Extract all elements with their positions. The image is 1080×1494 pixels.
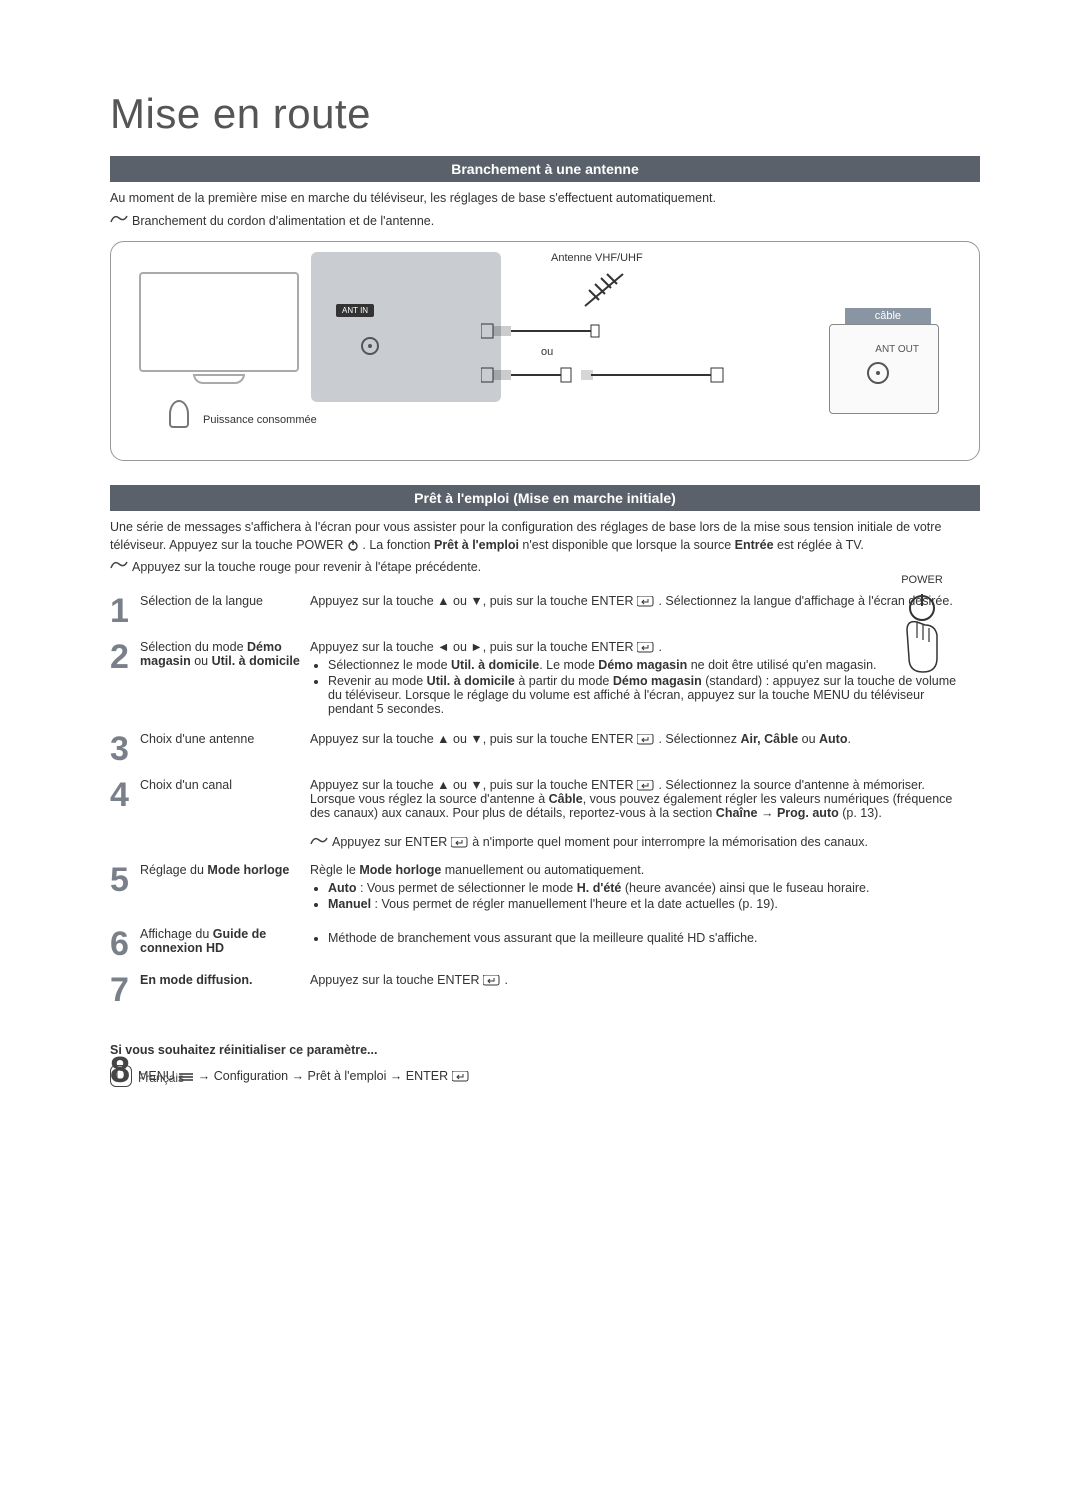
antenna-label: Antenne VHF/UHF: [551, 252, 643, 264]
section1-intro: Au moment de la première mise en marche …: [110, 190, 980, 208]
page-title: Mise en route: [110, 90, 980, 138]
step-desc: Appuyez sur la touche ▲ ou ▼, puis sur l…: [310, 772, 980, 857]
section2-note: Appuyez sur la touche rouge pour revenir…: [110, 558, 980, 578]
step-number: 2: [110, 634, 140, 726]
step-number: 7: [110, 967, 140, 1013]
enter-icon: [637, 780, 655, 791]
page-footer: 8 Français: [110, 1049, 184, 1091]
note-icon: [310, 834, 328, 851]
enter-icon: [452, 1071, 470, 1082]
step-desc: Appuyez sur la touche ENTER .: [310, 967, 980, 1013]
step-title: Affichage du Guide de connexion HD: [140, 921, 310, 967]
step-number: 1: [110, 588, 140, 634]
step-title: En mode diffusion.: [140, 967, 310, 1013]
step-number: 3: [110, 726, 140, 772]
note-icon: [110, 558, 128, 578]
enter-icon: [637, 596, 655, 607]
page-language: Français: [138, 1071, 184, 1085]
reset-heading: Si vous souhaitez réinitialiser ce param…: [110, 1043, 980, 1057]
step-desc: Appuyez sur la touche ▲ ou ▼, puis sur l…: [310, 726, 980, 772]
power-plug-icon: [169, 400, 189, 428]
antenna-icon: [579, 270, 629, 315]
step-number: 4: [110, 772, 140, 857]
enter-icon: [637, 734, 655, 745]
table-row: 2 Sélection du mode Démo magasin ou Util…: [110, 634, 980, 726]
note-icon: [110, 212, 128, 232]
table-row: 1 Sélection de la langue Appuyez sur la …: [110, 588, 980, 634]
table-row: 3 Choix d'une antenne Appuyez sur la tou…: [110, 726, 980, 772]
connector-icon-1: [481, 320, 601, 347]
tv-outline: [139, 272, 299, 372]
table-row: 6 Affichage du Guide de connexion HD Mét…: [110, 921, 980, 967]
step-title: Sélection du mode Démo magasin ou Util. …: [140, 634, 310, 726]
power-button-diagram: POWER: [872, 574, 972, 680]
step-desc: Règle le Mode horloge manuellement ou au…: [310, 857, 980, 921]
table-row: 7 En mode diffusion. Appuyez sur la touc…: [110, 967, 980, 1013]
connector-icon-2: [481, 364, 731, 391]
ant-out-label: ANT OUT: [875, 344, 919, 355]
section-branchement-header: Branchement à une antenne: [110, 156, 980, 182]
step-number: 5: [110, 857, 140, 921]
step-number: 6: [110, 921, 140, 967]
menu-path: MENU → Configuration → Prêt à l'emploi →…: [110, 1065, 980, 1087]
table-row: 4 Choix d'un canal Appuyez sur la touche…: [110, 772, 980, 857]
section-pret-header: Prêt à l'emploi (Mise en marche initiale…: [110, 485, 980, 511]
section1-note-text: Branchement du cordon d'alimentation et …: [132, 214, 434, 228]
connection-diagram: ANT IN Antenne VHF/UHF ou câble ANT OUT …: [110, 241, 980, 461]
tv-stand: [193, 374, 245, 384]
power-label: POWER: [872, 574, 972, 586]
setup-steps-table: 1 Sélection de la langue Appuyez sur la …: [110, 588, 980, 1013]
enter-icon: [451, 837, 469, 848]
manual-page: Mise en route Branchement à une antenne …: [0, 0, 1080, 1147]
list-item: Manuel : Vous permet de régler manuellem…: [328, 897, 972, 911]
list-item: Revenir au mode Util. à domicile à parti…: [328, 674, 972, 716]
or-label: ou: [541, 346, 553, 358]
power-consumption-label: Puissance consommée: [203, 414, 317, 426]
enter-icon: [637, 642, 655, 653]
enter-icon: [483, 975, 501, 986]
page-number: 8: [110, 1049, 130, 1091]
step-desc: Méthode de branchement vous assurant que…: [310, 921, 980, 967]
section2-intro: Une série de messages s'affichera à l'éc…: [110, 519, 980, 554]
step-title: Sélection de la langue: [140, 588, 310, 634]
step-title: Choix d'une antenne: [140, 726, 310, 772]
step-title: Choix d'un canal: [140, 772, 310, 857]
list-item: Méthode de branchement vous assurant que…: [328, 931, 972, 945]
table-row: 5 Réglage du Mode horloge Règle le Mode …: [110, 857, 980, 921]
ant-in-label: ANT IN: [336, 304, 374, 317]
tv-back-panel: [311, 252, 501, 402]
section1-note: Branchement du cordon d'alimentation et …: [110, 212, 980, 232]
list-item: Auto : Vous permet de sélectionner le mo…: [328, 881, 972, 895]
step-title: Réglage du Mode horloge: [140, 857, 310, 921]
cable-badge: câble: [845, 308, 931, 324]
power-icon: [347, 539, 359, 551]
